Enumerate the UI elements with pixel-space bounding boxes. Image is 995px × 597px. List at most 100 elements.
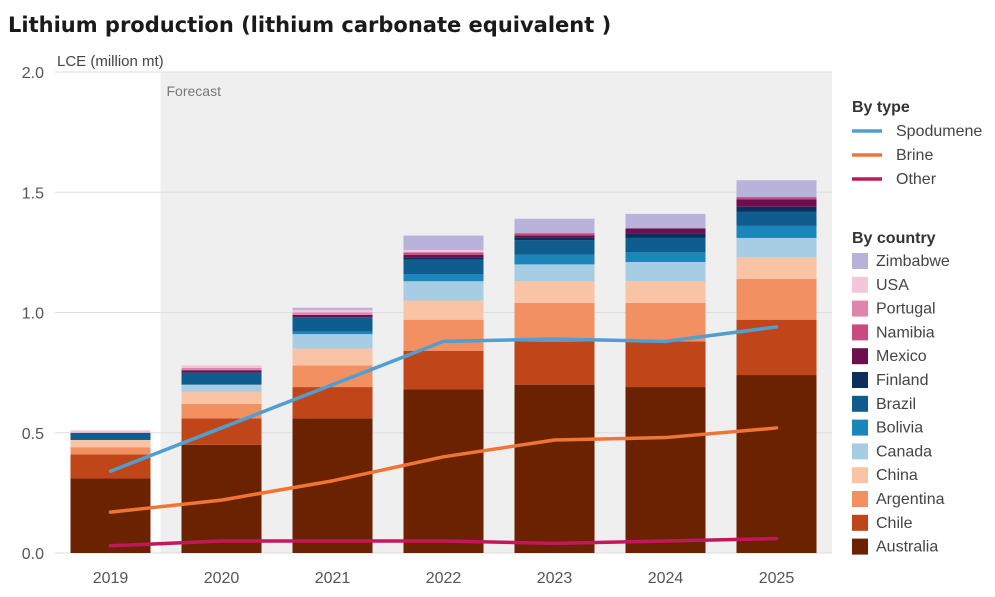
bar-segment-finland-2023 (514, 237, 595, 241)
bar-segment-mexico-2022 (403, 254, 484, 258)
bar-segment-argentina-2022 (403, 319, 484, 351)
bar-segment-brazil-2024 (625, 237, 706, 253)
x-tick-label: 2019 (93, 570, 129, 587)
legend-label-finland: Finland (876, 372, 928, 389)
legend-swatch-australia (852, 538, 868, 555)
bar-segment-australia-2022 (403, 389, 484, 553)
bar-segment-australia-2025 (736, 375, 817, 553)
bar-segment-usa-2022 (403, 249, 484, 253)
bar-segment-brazil-2022 (403, 259, 484, 275)
bar-segment-canada-2023 (514, 264, 595, 282)
bar-segment-argentina-2024 (625, 302, 706, 342)
legend-swatch-brazil (852, 395, 868, 412)
legend-label-china: China (876, 467, 918, 484)
legend-swatch-chile (852, 514, 868, 531)
legend-label-namibia: Namibia (876, 324, 935, 341)
bar-segment-brazil-2019 (70, 432, 151, 440)
bar-segment-china-2020 (181, 391, 262, 404)
legend-label-australia: Australia (876, 539, 938, 556)
stacked-bars (70, 180, 817, 553)
bar-segment-china-2021 (292, 348, 373, 366)
legend-label-usa: USA (876, 277, 909, 294)
legend-label-brine: Brine (896, 147, 933, 164)
bar-segment-mexico-2020 (181, 370, 262, 373)
bar-segment-canada-2020 (181, 384, 262, 392)
legend-label-canada: Canada (876, 443, 932, 460)
y-tick-label: 0.5 (22, 426, 44, 443)
legend: By type Spodumene Brine Other By country Zimb… (852, 99, 982, 556)
bar-segment-zimbabwe-2024 (625, 213, 706, 229)
bar-segment-mexico-2023 (514, 235, 595, 238)
bar-segment-canada-2025 (736, 237, 817, 258)
bar-segment-brazil-2021 (292, 317, 373, 332)
bar-segment-china-2024 (625, 281, 706, 303)
forecast-label: Forecast (167, 83, 222, 99)
legend-swatch-mexico (852, 348, 868, 365)
bar-segment-argentina-2020 (181, 403, 262, 419)
x-tick-label: 2025 (759, 570, 795, 587)
legend-title-by-country: By country (852, 230, 936, 247)
x-tick-label: 2021 (315, 570, 351, 587)
legend-label-brazil: Brazil (876, 396, 916, 413)
bar-segment-zimbabwe-2025 (736, 180, 817, 198)
bar-segment-chile-2019 (70, 454, 151, 479)
bar-segment-portugal-2021 (292, 312, 373, 315)
y-tick-label: 1.0 (22, 306, 44, 323)
bar-segment-chile-2021 (292, 387, 373, 419)
bar-segment-namibia-2023 (514, 233, 595, 236)
bar-segment-chile-2022 (403, 350, 484, 390)
y-tick-label: 2.0 (22, 65, 44, 82)
bar-segment-brazil-2023 (514, 240, 595, 255)
bar-segment-bolivia-2023 (514, 254, 595, 265)
bar-segment-finland-2025 (736, 206, 817, 212)
bar-segment-brazil-2020 (181, 372, 262, 385)
x-tick-label: 2020 (204, 570, 240, 587)
bar-segment-canada-2021 (292, 334, 373, 349)
bar-segment-zimbabwe-2023 (514, 218, 595, 234)
bar-segment-portugal-2020 (181, 367, 262, 371)
y-tick-label: 0.0 (22, 546, 44, 563)
bar-segment-mexico-2021 (292, 314, 373, 318)
bar-segment-namibia-2022 (403, 252, 484, 255)
legend-swatch-china (852, 467, 868, 484)
bar-segment-china-2025 (736, 257, 817, 279)
bar-segment-argentina-2021 (292, 365, 373, 388)
bar-segment-bolivia-2024 (625, 252, 706, 262)
bar-segment-usa-2020 (181, 365, 262, 368)
bar-segment-argentina-2019 (70, 447, 151, 455)
legend-swatch-bolivia (852, 419, 868, 436)
legend-label-zimbabwe: Zimbabwe (876, 253, 950, 270)
legend-label-mexico: Mexico (876, 348, 927, 365)
legend-label-bolivia: Bolivia (876, 420, 923, 437)
legend-label-portugal: Portugal (876, 301, 936, 318)
bar-segment-usa-2021 (292, 310, 373, 313)
bar-segment-chile-2024 (625, 341, 706, 388)
bar-segment-australia-2019 (70, 478, 151, 553)
x-tick-label: 2022 (426, 570, 462, 587)
legend-label-argentina: Argentina (876, 491, 945, 508)
legend-swatch-portugal (852, 300, 868, 317)
type-lines (108, 325, 779, 548)
legend-swatch-namibia (852, 324, 868, 341)
line-other (108, 536, 779, 548)
x-tick-label: 2024 (648, 570, 684, 587)
bar-segment-chile-2023 (514, 341, 595, 385)
bar-segment-china-2022 (403, 300, 484, 320)
legend-label-other: Other (896, 171, 937, 188)
bar-segment-mexico-2024 (625, 228, 706, 234)
legend-swatch-zimbabwe (852, 253, 868, 269)
y-axis-ticks: 0.0 0.5 1.0 1.5 2.0 (22, 65, 44, 563)
legend-swatch-usa (852, 276, 868, 293)
legend-swatch-argentina (852, 491, 868, 507)
bar-segment-usa-2019 (70, 430, 151, 433)
bar-segment-argentina-2025 (736, 278, 817, 320)
legend-swatch-canada (852, 443, 868, 460)
bar-segment-zimbabwe-2022 (403, 235, 484, 250)
line-brine (108, 426, 779, 514)
y-tick-label: 1.5 (22, 185, 44, 202)
line-spodumene (108, 325, 779, 473)
legend-title-by-type: By type (852, 99, 910, 116)
bar-segment-finland-2022 (403, 257, 484, 260)
bar-segment-bolivia-2022 (403, 274, 484, 282)
bar-segment-australia-2024 (625, 387, 706, 553)
